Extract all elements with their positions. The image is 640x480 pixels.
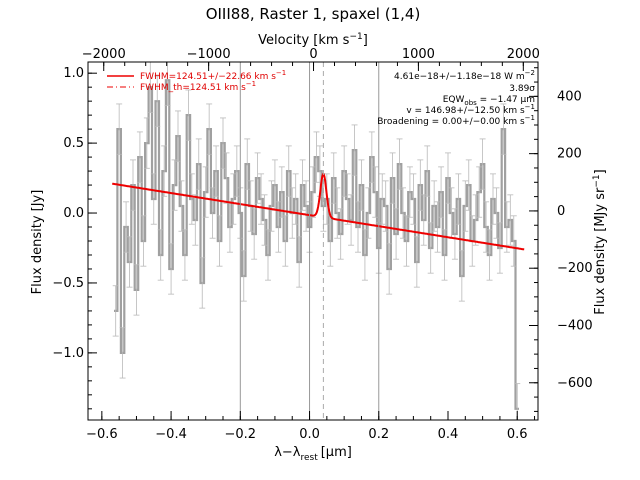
annotation-eqw: EQWobs = −1.47 μm — [443, 95, 535, 107]
top-x-tick-label: −1000 — [187, 47, 231, 62]
x-tick-label: −0.6 — [86, 427, 118, 442]
right-y-tick-label: 400 — [557, 89, 582, 104]
top-x-tick-label: 0 — [309, 47, 317, 62]
x-tick-label: 0.0 — [299, 427, 320, 442]
reference-lines — [239, 62, 380, 420]
x-tick-label: −0.4 — [155, 427, 187, 442]
top-x-axis-label: Velocity [km s−1] — [258, 32, 368, 48]
right-y-axis-label: Flux density [MJy sr−1] — [592, 169, 608, 314]
y-tick-label: −1.0 — [52, 346, 84, 361]
x-tick-label: 0.6 — [507, 427, 528, 442]
top-x-tick-label: 1000 — [402, 47, 435, 62]
y-tick-label: −0.5 — [52, 276, 84, 291]
right-y-tick-label: 0 — [557, 204, 565, 219]
fit-layer — [112, 173, 525, 251]
axis-ticks: −0.6 −0.4 −0.2 0.0 0.2 0.4 0.6−2000 −1000 0 1000 2… — [52, 47, 592, 442]
annotation-velocity: v = 146.98+/−12.50 km s−1 — [406, 103, 535, 116]
annotation-broadening: Broadening = 0.00+/−0.00 km s−1 — [377, 114, 535, 127]
data-series — [114, 79, 519, 410]
y-tick-label: 1.0 — [63, 66, 84, 81]
y-axis-label: Flux density [Jy] — [30, 190, 45, 295]
legend: FWHM=124.51+/−22.66 km s−1 FWHM_th=124.5… — [107, 69, 286, 93]
annotation-flux: 4.61e−18+/−1.18e−18 W m−2 — [394, 69, 535, 82]
right-y-tick-label: 200 — [557, 147, 582, 162]
top-x-tick-label: −2000 — [82, 47, 126, 62]
x-tick-label: 0.2 — [368, 427, 389, 442]
right-y-tick-label: −200 — [557, 261, 593, 276]
right-y-tick-label: −600 — [557, 376, 593, 391]
x-tick-label: −0.2 — [225, 427, 257, 442]
legend-entry-fwhm: FWHM=124.51+/−22.66 km s−1 — [140, 69, 286, 82]
annotation-sigma: 3.89σ — [509, 84, 535, 94]
top-x-tick-label: 2000 — [507, 47, 540, 62]
fit-curve — [112, 173, 525, 251]
x-tick-label: 0.4 — [438, 427, 459, 442]
legend-entry-fwhm-th: FWHM_th=124.51 km s−1 — [140, 80, 256, 93]
y-tick-label: 0.0 — [63, 206, 84, 221]
fit-annotations: 4.61e−18+/−1.18e−18 W m−2 3.89σ EQWobs =… — [377, 69, 535, 127]
chart-title: OIII88, Raster 1, spaxel (1,4) — [206, 5, 421, 23]
x-axis-label: λ−λrest [μm] — [274, 445, 352, 463]
right-y-tick-label: −400 — [557, 318, 593, 333]
y-tick-label: 0.5 — [63, 136, 84, 151]
